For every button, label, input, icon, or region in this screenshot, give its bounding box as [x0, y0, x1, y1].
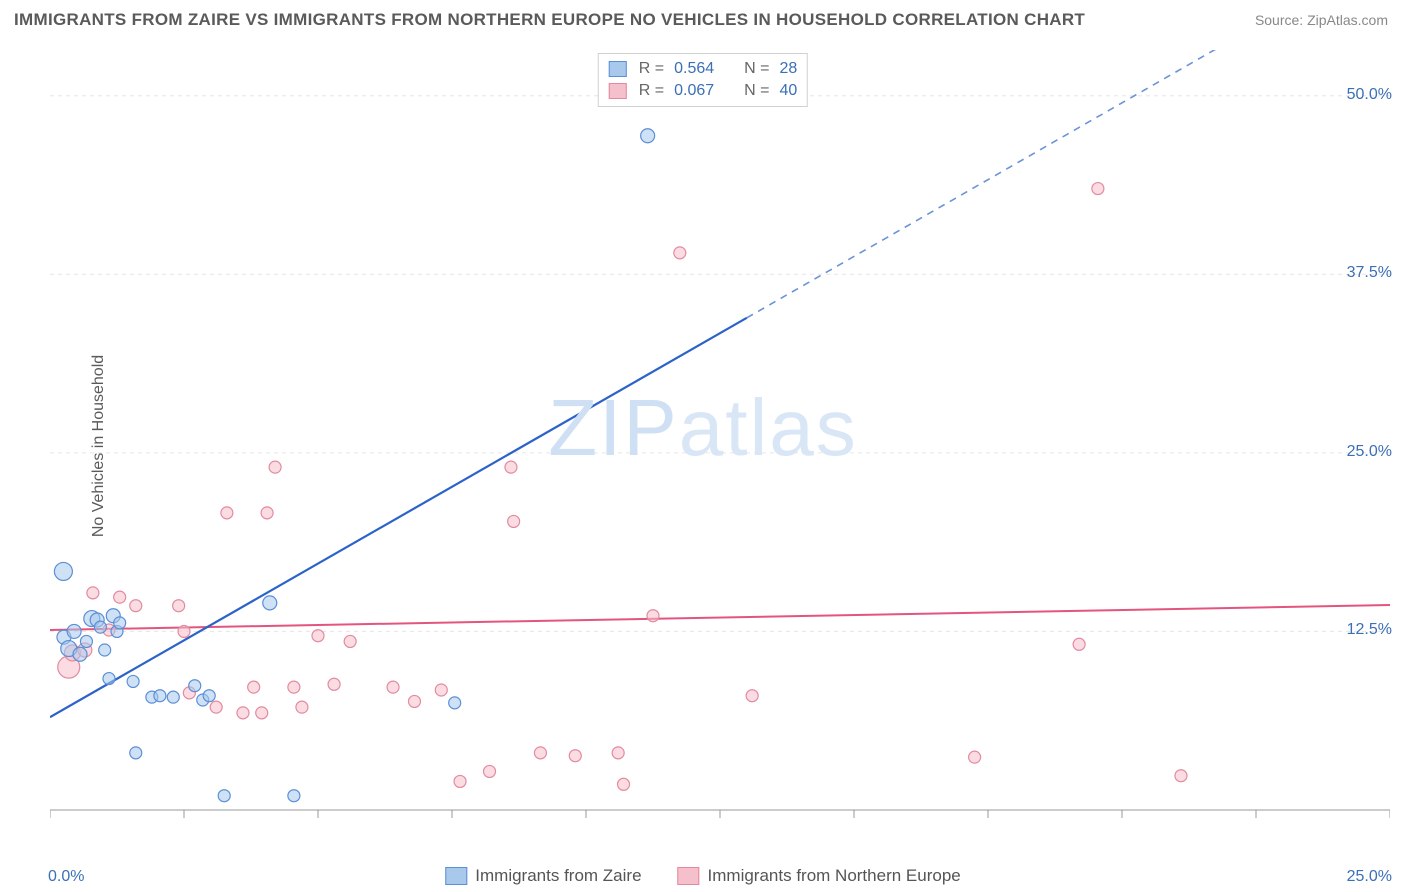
- legend-series: Immigrants from Zaire Immigrants from No…: [445, 866, 960, 886]
- swatch-zaire: [445, 867, 467, 885]
- n-value-neurope: 40: [779, 82, 797, 100]
- swatch-zaire: [609, 61, 627, 77]
- source-attribution: Source: ZipAtlas.com: [1255, 12, 1388, 28]
- scatter-chart: [50, 50, 1390, 840]
- r-value-zaire: 0.564: [674, 60, 726, 78]
- y-tick-label: 12.5%: [1347, 621, 1392, 639]
- n-label: N =: [744, 60, 769, 78]
- r-label: R =: [639, 60, 664, 78]
- r-value-neurope: 0.067: [674, 82, 726, 100]
- n-label: N =: [744, 82, 769, 100]
- legend-row-zaire: R = 0.564 N = 28: [609, 58, 797, 80]
- x-axis-max-label: 25.0%: [1347, 868, 1392, 886]
- legend-label-zaire: Immigrants from Zaire: [475, 866, 641, 886]
- r-label: R =: [639, 82, 664, 100]
- y-tick-label: 50.0%: [1347, 86, 1392, 104]
- legend-label-neurope: Immigrants from Northern Europe: [708, 866, 961, 886]
- x-axis-min-label: 0.0%: [48, 868, 84, 886]
- legend-item-zaire: Immigrants from Zaire: [445, 866, 641, 886]
- legend-row-neurope: R = 0.067 N = 40: [609, 80, 797, 102]
- legend-correlation: R = 0.564 N = 28 R = 0.067 N = 40: [598, 53, 808, 107]
- swatch-neurope: [678, 867, 700, 885]
- y-tick-label: 37.5%: [1347, 264, 1392, 282]
- swatch-neurope: [609, 83, 627, 99]
- y-tick-label: 25.0%: [1347, 443, 1392, 461]
- legend-item-neurope: Immigrants from Northern Europe: [678, 866, 961, 886]
- chart-area: [50, 50, 1390, 840]
- n-value-zaire: 28: [779, 60, 797, 78]
- page-title: IMMIGRANTS FROM ZAIRE VS IMMIGRANTS FROM…: [14, 10, 1085, 30]
